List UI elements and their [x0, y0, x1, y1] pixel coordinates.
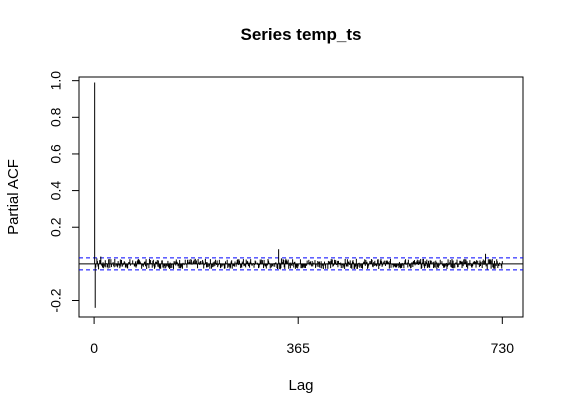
- chart-title: Series temp_ts: [241, 25, 362, 44]
- x-tick-label: 0: [90, 340, 98, 356]
- y-tick-label: 0.2: [48, 217, 64, 237]
- y-tick-label: 0.6: [48, 144, 64, 164]
- y-axis: -0.2 0.2 0.4 0.6 0.8 1.0: [48, 71, 79, 313]
- y-axis-label: Partial ACF: [5, 159, 22, 235]
- y-tick-label: -0.2: [48, 288, 64, 312]
- x-axis: 0 365 730: [90, 317, 514, 356]
- x-tick-label: 365: [287, 340, 311, 356]
- y-tick-label: 0.4: [48, 181, 64, 201]
- x-axis-label: Lag: [288, 377, 313, 394]
- confidence-bounds: [79, 257, 523, 271]
- y-tick-label: 0.8: [48, 107, 64, 127]
- pacf-bars: [94, 82, 503, 308]
- plot-area: [78, 76, 524, 318]
- y-tick-label: 1.0: [48, 71, 64, 91]
- x-tick-label: 730: [491, 340, 515, 356]
